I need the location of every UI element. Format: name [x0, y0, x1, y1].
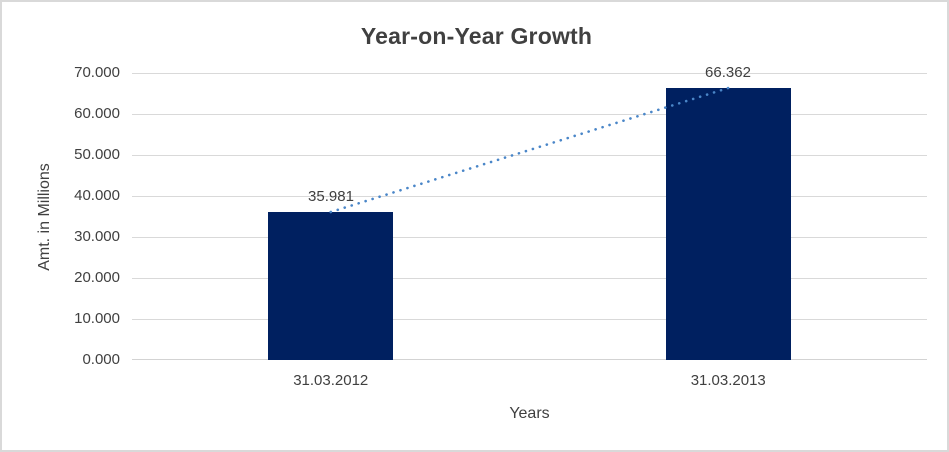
chart-title: Year-on-Year Growth — [360, 23, 593, 49]
trendline — [329, 86, 730, 214]
y-tick-label: 10.000 — [74, 310, 120, 327]
gridline — [132, 114, 927, 115]
x-axis-tick-labels: 31.03.2012 31.03.2013 — [132, 372, 927, 389]
x-axis-title: Years — [509, 405, 550, 422]
y-tick-label: 0.000 — [82, 351, 120, 368]
y-tick-label: 60.000 — [74, 105, 120, 122]
gridline — [132, 319, 927, 320]
x-axis-line — [132, 359, 927, 360]
data-label: 35.981 — [308, 188, 354, 205]
data-label: 66.362 — [705, 64, 751, 81]
bar — [666, 88, 791, 360]
gridline — [132, 237, 927, 238]
gridline — [132, 73, 927, 74]
bar — [268, 212, 393, 360]
gridline — [132, 196, 927, 197]
gridline — [132, 278, 927, 279]
y-tick-label: 20.000 — [74, 269, 120, 286]
y-tick-label: 70.000 — [74, 64, 120, 81]
y-axis-tick-labels: 70.000 60.000 50.000 40.000 30.000 20.000 10.0… — [2, 64, 120, 368]
gridline — [132, 155, 927, 156]
plot-area: 35.981 66.362 — [132, 64, 927, 360]
x-tick-label: 31.03.2012 — [293, 372, 369, 389]
y-tick-label: 30.000 — [74, 228, 120, 245]
y-tick-label: 50.000 — [74, 146, 120, 163]
y-tick-label: 40.000 — [74, 187, 120, 204]
x-tick-label: 31.03.2013 — [690, 372, 766, 389]
